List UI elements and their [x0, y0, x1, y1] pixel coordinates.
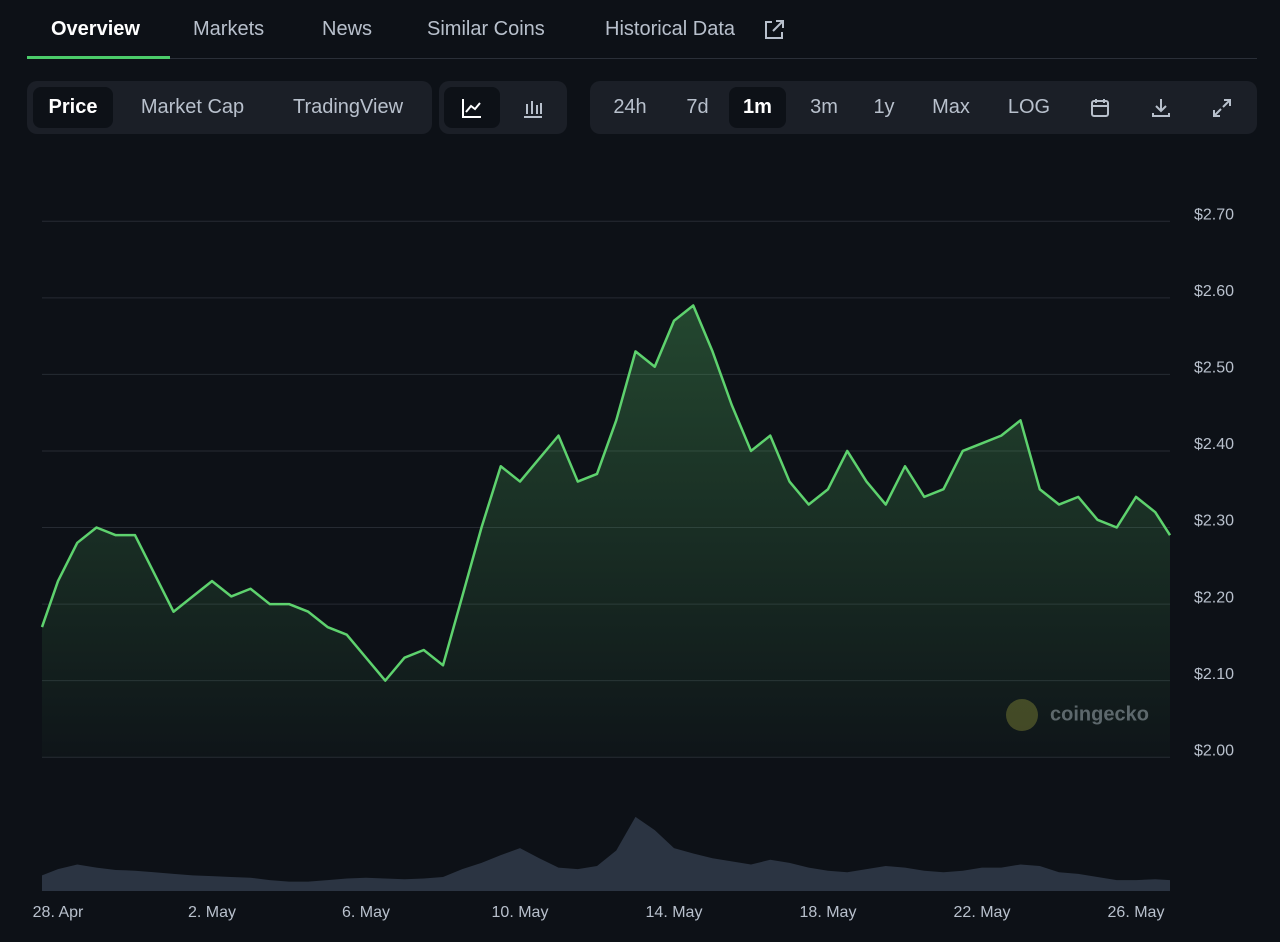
range-button[interactable]: 24h — [613, 96, 647, 118]
tab[interactable]: Markets — [193, 18, 265, 40]
y-tick-label: $2.60 — [1194, 283, 1234, 300]
range-button[interactable]: 1y — [873, 96, 895, 118]
mode-panel: Price Market Cap TradingView — [27, 81, 432, 134]
download-button[interactable] — [1137, 87, 1185, 128]
x-tick-label: 26. May — [1108, 904, 1165, 921]
calendar-button[interactable] — [1076, 87, 1124, 128]
volume-area — [42, 816, 1170, 891]
x-tick-label: 10. May — [492, 904, 549, 921]
tab[interactable]: Similar Coins — [427, 18, 545, 40]
x-tick-label: 14. May — [646, 904, 703, 921]
mode-button[interactable]: Market Cap — [140, 96, 245, 118]
price-line — [40, 304, 1172, 682]
price-area — [42, 305, 1170, 758]
mode-button[interactable]: Price — [33, 87, 113, 128]
x-tick-label: 2. May — [188, 904, 236, 921]
range-button[interactable]: Max — [932, 96, 970, 118]
mode-button[interactable]: TradingView — [292, 96, 404, 118]
y-tick-label: $2.40 — [1194, 436, 1234, 453]
range-button[interactable]: 1m — [729, 87, 786, 128]
divider — [27, 58, 1257, 59]
y-tick-label: $2.30 — [1194, 513, 1234, 530]
tab-underline — [27, 56, 170, 59]
y-tick-label: $2.20 — [1194, 589, 1234, 606]
y-tick-label: $2.70 — [1194, 206, 1234, 223]
tab[interactable]: News — [322, 18, 373, 40]
line-chart-button[interactable] — [444, 87, 500, 128]
chart-type-panel — [439, 81, 567, 134]
range-button[interactable]: 7d — [686, 96, 709, 118]
x-tick-label: 18. May — [800, 904, 857, 921]
y-tick-label: $2.10 — [1194, 666, 1234, 683]
range-button[interactable]: LOG — [1007, 96, 1051, 118]
y-tick-label: $2.50 — [1194, 360, 1234, 377]
x-tick-label: 28. Apr — [33, 904, 84, 921]
y-tick-label: $2.00 — [1194, 742, 1234, 759]
fullscreen-button[interactable] — [1198, 87, 1246, 128]
range-panel: 24h 7d 1m 3m 1y Max LOG — [590, 81, 1257, 134]
candle-chart-button[interactable] — [505, 87, 561, 128]
range-button[interactable]: 3m — [810, 96, 838, 118]
tab[interactable]: Historical Data — [605, 18, 736, 40]
x-tick-label: 22. May — [954, 904, 1011, 921]
external-link-icon — [765, 20, 784, 39]
tab[interactable]: Overview — [51, 18, 140, 40]
x-tick-label: 6. May — [342, 904, 390, 921]
